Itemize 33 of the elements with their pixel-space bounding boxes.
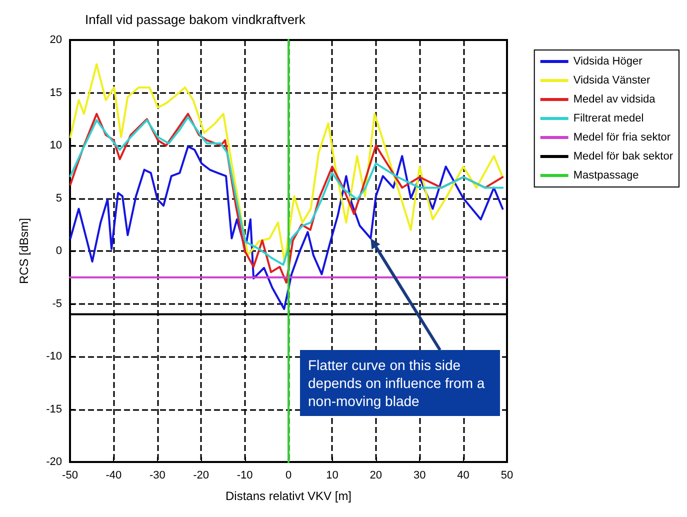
line-series <box>69 146 504 310</box>
legend-label: Vidsida Vänster <box>573 74 651 86</box>
x-tick-label: 40 <box>457 470 470 482</box>
x-tick-label: 0 <box>285 470 292 482</box>
legend-label: Medel för fria sektor <box>573 132 671 144</box>
legend-label: Vidsida Höger <box>573 56 643 68</box>
y-tick-label: 0 <box>56 245 62 257</box>
x-tick-label: 50 <box>500 470 514 482</box>
x-axis-title: Distans relativt VKV [m] <box>225 489 352 503</box>
chart-title: Infall vid passage bakom vindkraftverk <box>85 12 306 27</box>
line-series <box>69 63 504 263</box>
legend-label: Mastpassage <box>573 170 639 182</box>
y-tick-label: 10 <box>50 140 62 152</box>
legend-label: Filtrerat medel <box>573 112 644 124</box>
x-tick-label: -40 <box>106 470 122 482</box>
x-tick-label: -50 <box>62 470 78 482</box>
x-tick-label: -20 <box>193 470 210 482</box>
y-tick-label: -15 <box>46 403 62 416</box>
y-tick-label: -20 <box>46 456 62 468</box>
y-axis-title: RCS [dBsm] <box>17 218 31 284</box>
x-tick-label: -30 <box>149 470 166 482</box>
x-tick-label: 20 <box>370 470 382 482</box>
legend-label: Medel av vidsida <box>573 94 656 106</box>
y-tick-label: 15 <box>50 86 62 99</box>
legend-label: Medel för bak sektor <box>573 150 674 162</box>
x-tick-label: -10 <box>236 470 253 482</box>
y-tick-label: -10 <box>46 350 62 362</box>
annotation: Flatter curve on this side depends on influence from a non-moving blade <box>300 350 500 416</box>
y-tick-label: 5 <box>56 192 62 204</box>
x-tick-label: 30 <box>413 470 426 482</box>
y-tick-label: 20 <box>50 34 62 46</box>
x-tick-label: 10 <box>326 470 338 482</box>
y-tick-label: -5 <box>52 298 62 310</box>
